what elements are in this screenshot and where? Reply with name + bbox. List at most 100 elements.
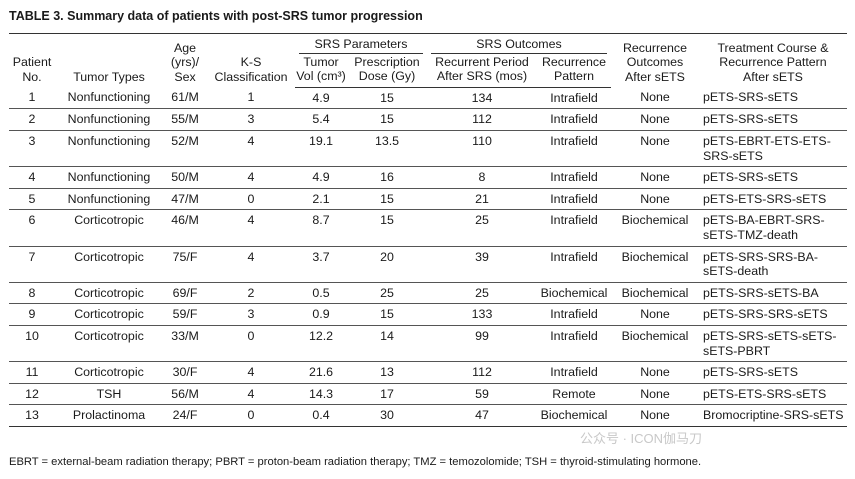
cell-tumor-type: Corticotropic: [55, 281, 163, 304]
cell-recurrence-pattern: Biochemical: [537, 404, 611, 427]
cell-ks-class: 4: [207, 245, 295, 283]
table-row: 9 Corticotropic 59/F 3 0.9 15 133 Intrafield Non…: [9, 303, 847, 326]
cell-age-sex: 59/F: [163, 303, 207, 326]
cell-treatment-course: pETS-SRS-sETS-BA: [699, 281, 847, 304]
cell-dose: 15: [347, 187, 427, 210]
header-tumor-types: Tumor Types: [73, 69, 145, 84]
cell-recurrent-period: 25: [427, 209, 537, 247]
cell-recurrence-outcomes: Biochemical: [611, 324, 699, 362]
table-row: 7 Corticotropic 75/F 4 3.7 20 39 Intrafield Bioc…: [9, 245, 847, 283]
table-row: 12 TSH 56/M 4 14.3 17 59 Remote None pETS-ETS-SRS…: [9, 382, 847, 405]
cell-age-sex: 56/M: [163, 382, 207, 405]
cell-ks-class: 4: [207, 166, 295, 189]
cell-recurrence-pattern: Intrafield: [537, 108, 611, 131]
cell-recurrence-outcomes: None: [640, 90, 670, 105]
table-row: 11 Corticotropic 30/F 4 21.6 13 112 Intrafield N…: [9, 361, 847, 384]
cell-tumor-vol: 21.6: [295, 361, 347, 384]
cell-patient-no: 12: [9, 382, 55, 405]
cell-tumor-vol: 8.7: [295, 209, 347, 247]
table-row: 6 Corticotropic 46/M 4 8.7 15 25 Intrafield Bioc…: [9, 209, 847, 247]
cell-patient-no: 9: [9, 303, 55, 326]
cell-recurrence-pattern: Intrafield: [537, 187, 611, 210]
watermark: 公众号 · ICON伽马刀: [580, 431, 703, 446]
cell-recurrence-outcomes: Biochemical: [611, 281, 699, 304]
cell-tumor-type: Nonfunctioning: [55, 187, 163, 210]
cell-dose: 30: [347, 404, 427, 427]
table-body: 1 Nonfunctioning 61/M 1 4.9 15 134 Intrafield No…: [9, 87, 847, 427]
table-footnote: EBRT = external-beam radiation therapy; …: [9, 456, 702, 468]
cell-tumor-type: Corticotropic: [55, 209, 163, 247]
cell-tumor-type: Prolactinoma: [55, 404, 163, 427]
cell-patient-no: 3: [9, 129, 55, 167]
cell-recurrence-pattern: Intrafield: [550, 90, 598, 105]
cell-recurrent-period: 99: [427, 324, 537, 362]
table-row: 13 Prolactinoma 24/F 0 0.4 30 47 Biochemical Non…: [9, 404, 847, 427]
cell-recurrence-pattern: Biochemical: [537, 281, 611, 304]
cell-age-sex: 47/M: [163, 187, 207, 210]
cell-recurrence-outcomes: None: [611, 382, 699, 405]
cell-age-sex: 30/F: [163, 361, 207, 384]
cell-patient-no: 13: [9, 404, 55, 427]
cell-tumor-vol: 2.1: [295, 187, 347, 210]
cell-recurrent-period: 133: [427, 303, 537, 326]
header-treatment-course: Treatment Course & Recurrence Pattern Af…: [717, 40, 829, 84]
cell-tumor-vol: 19.1: [295, 129, 347, 167]
cell-ks-class: 0: [207, 404, 295, 427]
cell-tumor-type: Nonfunctioning: [55, 108, 163, 131]
header-group-srs-outcomes: SRS Outcomes: [427, 34, 611, 55]
cell-recurrent-period: 8: [427, 166, 537, 189]
cell-tumor-type: Corticotropic: [55, 361, 163, 384]
cell-recurrent-period: 112: [427, 361, 537, 384]
cell-tumor-type: Nonfunctioning: [55, 129, 163, 167]
cell-treatment-course: pETS-SRS-SRS-BA- sETS-death: [699, 245, 847, 283]
cell-ks-class: 4: [207, 361, 295, 384]
header-tumor-vol: Tumor Vol (cm³): [295, 54, 347, 88]
cell-ks-class: 1: [247, 90, 255, 105]
cell-tumor-vol: 0.5: [295, 281, 347, 304]
header-recurrence-pattern: Recurrence Pattern: [537, 54, 611, 88]
header-ks-classification: K-S Classification: [214, 55, 288, 84]
cell-tumor-vol: 14.3: [295, 382, 347, 405]
cell-patient-no: 10: [9, 324, 55, 362]
cell-recurrence-outcomes: None: [611, 187, 699, 210]
cell-recurrence-outcomes: Biochemical: [611, 209, 699, 247]
cell-recurrence-outcomes: None: [611, 303, 699, 326]
cell-treatment-course: pETS-ETS-SRS-sETS: [699, 382, 847, 405]
cell-dose: 15: [380, 90, 394, 105]
cell-patient-no: 6: [9, 209, 55, 247]
cell-age-sex: 24/F: [163, 404, 207, 427]
cell-recurrence-outcomes: Biochemical: [611, 245, 699, 283]
cell-age-sex: 46/M: [163, 209, 207, 247]
cell-dose: 15: [347, 108, 427, 131]
cell-tumor-type: Nonfunctioning: [67, 90, 151, 105]
header-prescription-dose: Prescription Dose (Gy): [347, 54, 427, 88]
table-row: 3 Nonfunctioning 52/M 4 19.1 13.5 110 Intrafiel…: [9, 129, 847, 167]
cell-dose: 14: [347, 324, 427, 362]
cell-dose: 25: [347, 281, 427, 304]
cell-dose: 16: [347, 166, 427, 189]
cell-ks-class: 2: [207, 281, 295, 304]
cell-treatment-course: pETS-EBRT-ETS-ETS- SRS-sETS: [699, 129, 847, 167]
cell-treatment-course: pETS-SRS-sETS: [699, 166, 847, 189]
cell-recurrence-outcomes: None: [611, 129, 699, 167]
cell-dose: 15: [347, 303, 427, 326]
cell-recurrence-pattern: Remote: [537, 382, 611, 405]
cell-tumor-vol: 4.9: [295, 166, 347, 189]
header-patient-no: Patient No.: [12, 55, 52, 84]
cell-ks-class: 0: [207, 324, 295, 362]
cell-treatment-course: Bromocriptine-SRS-sETS: [699, 404, 847, 427]
cell-tumor-vol: 0.4: [295, 404, 347, 427]
cell-patient-no: 5: [9, 187, 55, 210]
cell-tumor-vol: 4.9: [312, 90, 330, 105]
cell-ks-class: 4: [207, 129, 295, 167]
cell-age-sex: 50/M: [163, 166, 207, 189]
cell-dose: 17: [347, 382, 427, 405]
cell-ks-class: 4: [207, 382, 295, 405]
cell-ks-class: 0: [207, 187, 295, 210]
cell-recurrent-period: 59: [427, 382, 537, 405]
cell-treatment-course: pETS-SRS-sETS-sETS- sETS-PBRT: [699, 324, 847, 362]
cell-age-sex: 75/F: [163, 245, 207, 283]
cell-recurrent-period: 47: [427, 404, 537, 427]
cell-dose: 20: [347, 245, 427, 283]
header-group-srs-parameters: SRS Parameters: [295, 34, 427, 55]
